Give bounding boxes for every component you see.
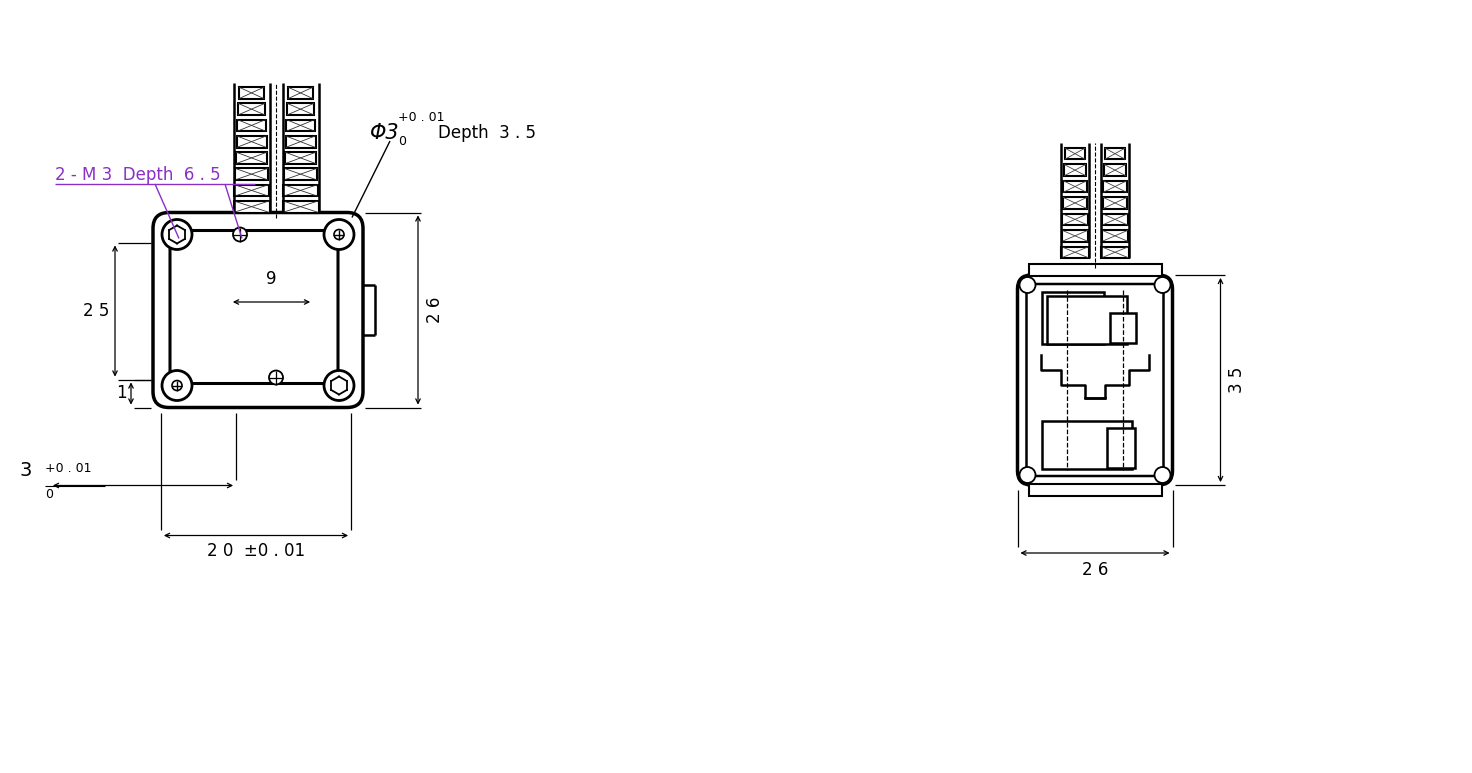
Bar bbox=[1063, 197, 1088, 209]
Text: 2 - M 3  Depth  6 . 5: 2 - M 3 Depth 6 . 5 bbox=[54, 166, 221, 184]
Text: 2 5: 2 5 bbox=[82, 302, 109, 320]
Text: 1: 1 bbox=[116, 384, 127, 403]
Bar bbox=[237, 136, 266, 148]
FancyBboxPatch shape bbox=[1026, 284, 1163, 476]
Bar bbox=[1029, 484, 1161, 496]
Circle shape bbox=[324, 370, 353, 400]
Bar bbox=[1061, 247, 1089, 258]
Bar bbox=[1047, 296, 1128, 344]
Circle shape bbox=[162, 220, 191, 250]
Text: 3 5: 3 5 bbox=[1229, 367, 1247, 393]
Circle shape bbox=[172, 380, 183, 390]
Bar bbox=[234, 185, 269, 196]
Bar bbox=[1061, 230, 1088, 242]
Bar bbox=[287, 87, 314, 99]
Bar bbox=[1110, 313, 1136, 343]
Bar bbox=[1042, 292, 1104, 344]
Bar bbox=[283, 185, 318, 196]
Text: 0: 0 bbox=[46, 488, 53, 500]
Bar bbox=[238, 104, 265, 115]
Circle shape bbox=[324, 220, 353, 250]
Text: 3: 3 bbox=[19, 461, 32, 479]
Bar bbox=[238, 87, 265, 99]
Bar bbox=[1101, 247, 1129, 258]
Text: 0: 0 bbox=[397, 135, 406, 148]
Bar bbox=[284, 169, 316, 180]
Text: Depth  3 . 5: Depth 3 . 5 bbox=[439, 124, 536, 142]
Circle shape bbox=[1020, 467, 1035, 483]
Circle shape bbox=[233, 227, 247, 241]
Bar bbox=[234, 201, 269, 213]
Circle shape bbox=[162, 370, 191, 400]
Text: 2 6: 2 6 bbox=[1082, 561, 1108, 579]
Bar bbox=[1103, 197, 1128, 209]
Bar bbox=[1064, 165, 1086, 175]
Bar bbox=[1103, 213, 1128, 225]
Bar bbox=[283, 201, 318, 213]
FancyBboxPatch shape bbox=[153, 213, 364, 407]
Text: Φ3: Φ3 bbox=[369, 123, 399, 143]
Bar bbox=[286, 136, 315, 148]
Circle shape bbox=[1154, 277, 1170, 293]
Text: 2 6: 2 6 bbox=[425, 297, 445, 323]
Bar bbox=[1101, 230, 1129, 242]
Bar bbox=[1104, 165, 1126, 175]
Bar bbox=[237, 120, 266, 131]
Bar bbox=[236, 152, 268, 164]
Bar bbox=[1063, 181, 1086, 192]
Circle shape bbox=[334, 230, 344, 240]
Circle shape bbox=[1020, 277, 1035, 293]
Circle shape bbox=[1154, 467, 1170, 483]
FancyBboxPatch shape bbox=[169, 230, 339, 383]
Bar bbox=[1063, 213, 1088, 225]
Bar bbox=[287, 104, 314, 115]
Bar bbox=[286, 120, 315, 131]
Bar bbox=[1104, 148, 1126, 159]
Bar bbox=[284, 152, 316, 164]
FancyBboxPatch shape bbox=[1017, 275, 1173, 485]
Bar bbox=[1029, 264, 1161, 276]
Bar bbox=[1042, 421, 1132, 469]
Bar bbox=[236, 169, 268, 180]
Text: +0 . 01: +0 . 01 bbox=[46, 462, 91, 475]
Bar bbox=[1104, 181, 1126, 192]
Bar bbox=[1064, 148, 1085, 159]
Bar bbox=[1107, 428, 1135, 468]
Circle shape bbox=[269, 370, 283, 384]
Text: +0 . 01: +0 . 01 bbox=[397, 111, 445, 124]
Text: 9: 9 bbox=[266, 270, 277, 288]
Text: 2 0  ±0 . 01: 2 0 ±0 . 01 bbox=[208, 542, 305, 560]
